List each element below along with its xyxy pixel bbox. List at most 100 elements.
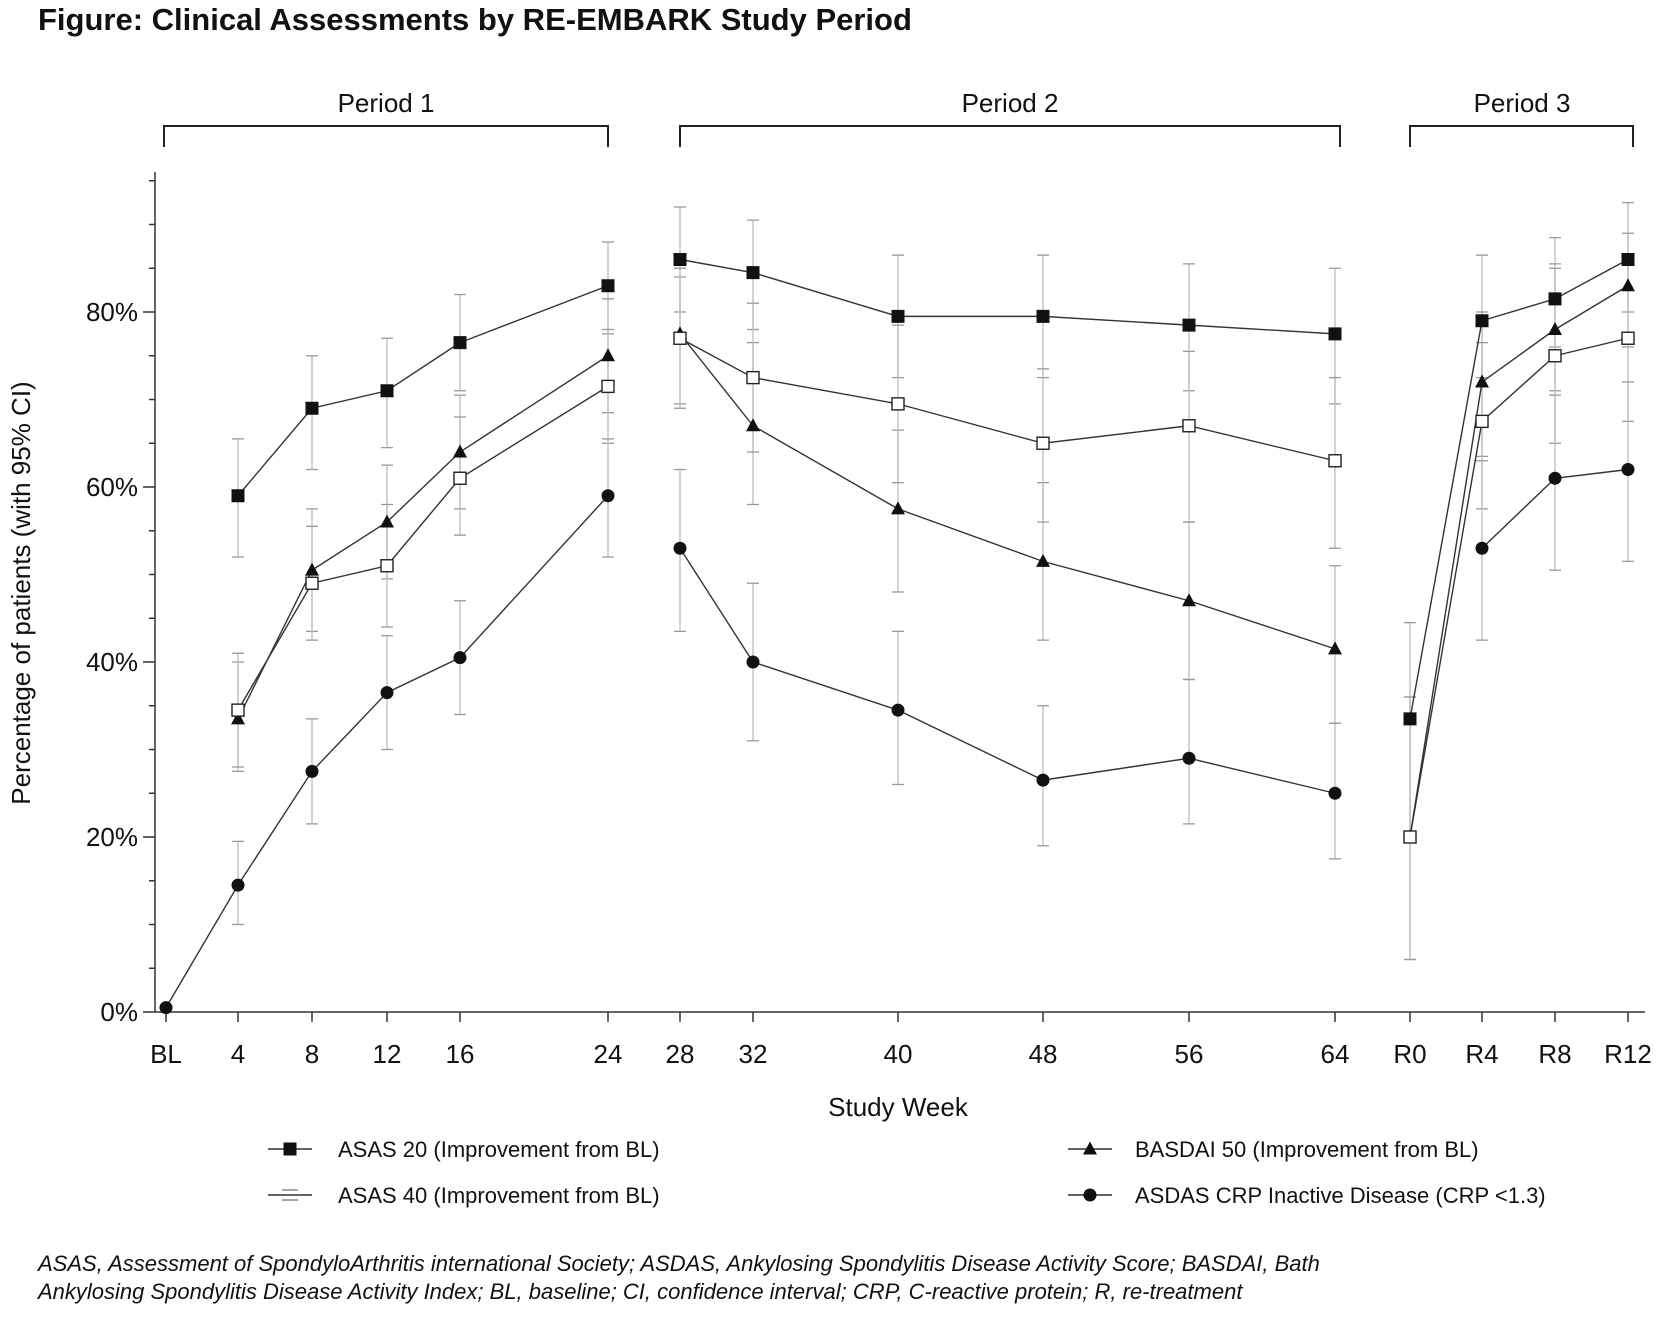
x-tick-label: BL	[150, 1039, 182, 1069]
data-point	[1548, 322, 1562, 335]
data-point	[1036, 309, 1050, 323]
data-point	[380, 559, 394, 573]
legend-item-basdai50: BASDAI 50 (Improvement from BL)	[1068, 1137, 1479, 1162]
x-tick-label: 56	[1175, 1039, 1204, 1069]
data-point	[891, 397, 905, 411]
data-point	[231, 711, 245, 725]
data-point	[673, 541, 687, 555]
series-line	[237, 355, 609, 720]
data-point	[601, 348, 615, 362]
data-point	[1548, 471, 1562, 485]
data-point	[453, 336, 467, 350]
data-point	[1328, 454, 1342, 468]
x-tick-label: 40	[884, 1039, 913, 1069]
ci-bars-series-1	[232, 232, 1634, 961]
data-point	[231, 703, 245, 717]
legend-marker	[1083, 1141, 1097, 1155]
series-layer	[159, 201, 1635, 1015]
data-point	[601, 379, 615, 394]
ci-bars-series-3	[232, 381, 1634, 926]
data-point	[1403, 830, 1417, 844]
legend-symbol-filled-square	[268, 1142, 312, 1156]
period-2-label: Period 2	[962, 88, 1059, 118]
markers-series-3	[159, 463, 1635, 1015]
line-series-2	[237, 337, 1629, 838]
data-point	[1475, 414, 1489, 429]
data-point	[1621, 331, 1635, 345]
data-point	[231, 878, 245, 892]
markers-series-0	[231, 253, 1635, 726]
line-series-3	[165, 468, 1629, 1008]
data-point	[1475, 541, 1489, 555]
y-tick-label: 20%	[86, 822, 138, 852]
x-tick-label: 28	[666, 1039, 695, 1069]
data-point	[1621, 253, 1635, 266]
data-point	[673, 331, 687, 345]
x-axis-label: Study Week	[828, 1092, 969, 1122]
data-point	[1548, 349, 1562, 363]
x-axis-ticks: BL 4 8 12 16 24 28 32 40 48 56 64 R0 R4 R8 R12	[150, 1012, 1652, 1069]
data-point	[601, 489, 615, 503]
y-tick-label: 0%	[100, 997, 138, 1027]
data-point	[1036, 773, 1050, 787]
legend-marker	[1083, 1188, 1097, 1202]
period-1-label: Period 1	[338, 88, 435, 118]
data-point	[453, 444, 467, 458]
legend-item-asas20: ASAS 20 (Improvement from BL)	[268, 1137, 660, 1162]
series-line	[1409, 258, 1629, 719]
data-point	[1182, 419, 1196, 433]
data-point	[231, 489, 245, 503]
data-point	[305, 401, 319, 415]
series-line	[237, 385, 609, 711]
data-point	[1475, 374, 1489, 388]
data-point	[1403, 712, 1417, 726]
x-tick-label: R4	[1465, 1039, 1498, 1069]
markers-series-2	[231, 331, 1635, 844]
data-point	[453, 651, 467, 665]
data-point	[746, 266, 760, 280]
data-point	[1328, 327, 1342, 341]
data-point	[746, 418, 760, 432]
x-tick-label: R8	[1538, 1039, 1571, 1069]
x-tick-label: 32	[739, 1039, 768, 1069]
data-point	[1475, 314, 1489, 328]
series-line	[1409, 285, 1629, 838]
period-3-label: Period 3	[1474, 88, 1571, 118]
y-tick-label: 80%	[86, 297, 138, 327]
y-axis-label: Percentage of patients (with 95% CI)	[6, 381, 36, 804]
data-point	[746, 655, 760, 669]
series-line	[679, 258, 1336, 335]
series-line	[679, 333, 1336, 650]
ci-bars-series-0	[232, 201, 1634, 838]
legend-item-asdas: ASDAS CRP Inactive Disease (CRP <1.3)	[1068, 1183, 1546, 1208]
legend-label-asdas: ASDAS CRP Inactive Disease (CRP <1.3)	[1135, 1183, 1546, 1208]
legend-marker	[283, 1142, 297, 1156]
series-line	[165, 495, 609, 1008]
legend-label-basdai50: BASDAI 50 (Improvement from BL)	[1135, 1137, 1479, 1162]
data-point	[1036, 553, 1050, 567]
legend-symbol-filled-triangle	[1068, 1141, 1112, 1155]
data-point	[453, 471, 467, 485]
data-point	[1182, 751, 1196, 765]
y-tick-label: 60%	[86, 472, 138, 502]
data-point	[380, 514, 394, 528]
y-tick-label: 40%	[86, 647, 138, 677]
x-tick-label: 16	[446, 1039, 475, 1069]
data-point	[891, 703, 905, 717]
y-axis-ticks: 0% 20% 40% 60% 80%	[86, 180, 155, 1027]
series-line	[679, 547, 1336, 794]
data-point	[305, 576, 319, 590]
data-point	[1328, 786, 1342, 800]
series-line	[237, 285, 609, 497]
data-point	[1621, 278, 1635, 292]
footnote-line-1: ASAS, Assessment of SpondyloArthritis in…	[38, 1251, 1320, 1276]
x-tick-label: 8	[305, 1039, 319, 1069]
data-point	[601, 279, 615, 293]
x-tick-label: 12	[373, 1039, 402, 1069]
data-point	[891, 309, 905, 323]
data-point	[1182, 318, 1196, 332]
data-point	[1621, 463, 1635, 476]
data-point	[159, 1001, 173, 1015]
x-tick-label: 24	[594, 1039, 623, 1069]
x-tick-label: 48	[1029, 1039, 1058, 1069]
